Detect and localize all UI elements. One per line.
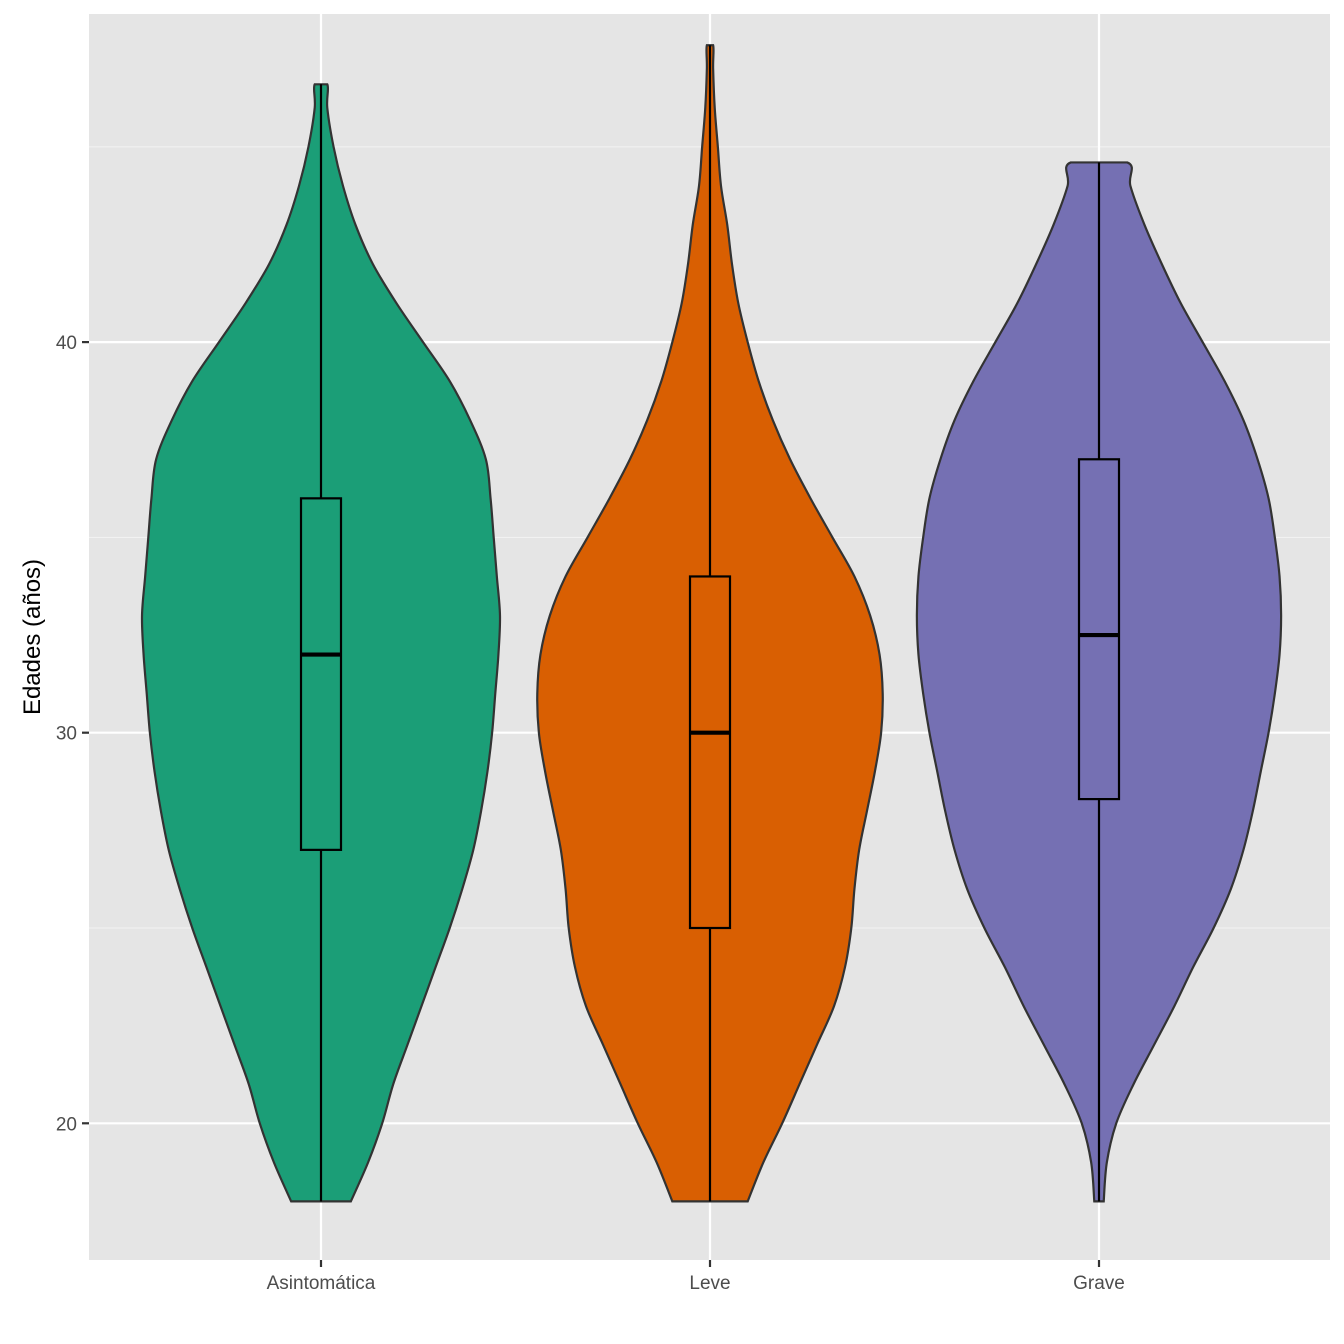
box — [301, 498, 341, 850]
y-tick-label: 20 — [56, 1114, 77, 1135]
box — [690, 576, 730, 928]
y-axis-title: Edades (años) — [19, 559, 46, 715]
y-tick-label: 30 — [56, 724, 77, 745]
box — [1079, 459, 1119, 799]
violins — [142, 45, 1281, 1201]
x-tick-label: Grave — [1073, 1273, 1125, 1294]
x-tick-label: Leve — [689, 1273, 730, 1294]
x-tick-label: Asintomática — [267, 1273, 376, 1294]
y-tick-label: 40 — [56, 333, 77, 354]
